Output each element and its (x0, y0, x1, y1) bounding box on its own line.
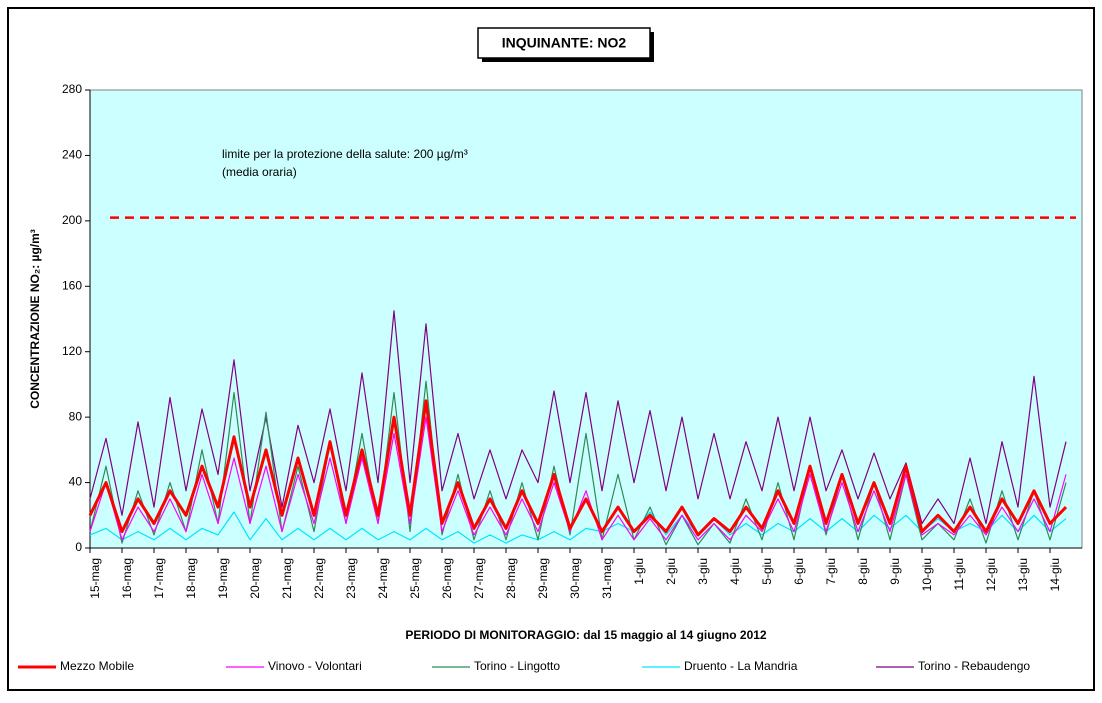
y-tick-label: 280 (62, 82, 82, 96)
legend-label: Torino - Rebaudengo (918, 659, 1030, 673)
x-tick-label: 9-giu (888, 558, 902, 585)
x-tick-label: 24-mag (376, 558, 390, 599)
series-line (88, 399, 1068, 537)
plot-area (89, 89, 1083, 549)
y-tick-label: 0 (75, 540, 82, 554)
legend-label: Vinovo - Volontari (268, 659, 362, 673)
series-line (89, 511, 1067, 544)
x-tick-label: 31-mag (600, 558, 614, 599)
y-tick-label: 120 (62, 344, 82, 358)
legend-label: Druento - La Mandria (684, 659, 798, 673)
x-tick-label: 4-giu (728, 558, 742, 585)
x-tick-label: 26-mag (440, 558, 454, 599)
y-tick-label: 200 (62, 213, 82, 227)
legend-label: Mezzo Mobile (60, 659, 134, 673)
x-tick-label: 25-mag (408, 558, 422, 599)
y-tick-label: 40 (69, 475, 83, 489)
x-tick-label: 28-mag (504, 558, 518, 599)
x-tick-label: 7-giu (824, 558, 838, 585)
x-tick-label: 12-giu (984, 558, 998, 591)
x-tick-label: 27-mag (472, 558, 486, 599)
x-tick-label: 23-mag (344, 558, 358, 599)
x-tick-label: 10-giu (920, 558, 934, 591)
x-axis-label: PERIODO DI MONITORAGGIO: dal 15 maggio a… (405, 628, 767, 642)
y-tick-label: 240 (62, 148, 82, 162)
title-box (477, 27, 651, 59)
annotation: (media oraria) (222, 165, 297, 179)
x-tick-label: 1-giu (632, 558, 646, 585)
x-tick-label: 18-mag (184, 558, 198, 599)
x-tick-label: 11-giu (952, 558, 966, 590)
series-line (89, 310, 1067, 525)
x-tick-label: 30-mag (568, 558, 582, 599)
x-tick-label: 19-mag (216, 558, 230, 599)
y-tick-label: 80 (69, 409, 83, 423)
x-tick-label: 8-giu (856, 558, 870, 585)
x-tick-label: 16-mag (120, 558, 134, 599)
x-tick-label: 14-giu (1048, 558, 1062, 591)
annotation: limite per la protezione della salute: 2… (222, 147, 468, 161)
chart-title: INQUINANTE: NO2 (502, 35, 627, 51)
x-tick-label: 20-mag (248, 558, 262, 599)
x-tick-label: 22-mag (312, 558, 326, 599)
x-tick-label: 13-giu (1016, 558, 1030, 591)
x-tick-label: 6-giu (792, 558, 806, 585)
x-tick-label: 5-giu (760, 558, 774, 585)
x-tick-label: 17-mag (152, 558, 166, 599)
legend-label: Torino - Lingotto (474, 659, 560, 673)
x-tick-label: 15-mag (88, 558, 102, 599)
x-tick-label: 21-mag (280, 558, 294, 599)
y-tick-label: 160 (62, 278, 82, 292)
x-tick-label: 3-giu (696, 558, 710, 585)
x-tick-label: 2-giu (664, 558, 678, 585)
x-tick-label: 29-mag (536, 558, 550, 599)
y-axis-label: CONCENTRAZIONE NO₂: µg/m³ (28, 229, 42, 409)
